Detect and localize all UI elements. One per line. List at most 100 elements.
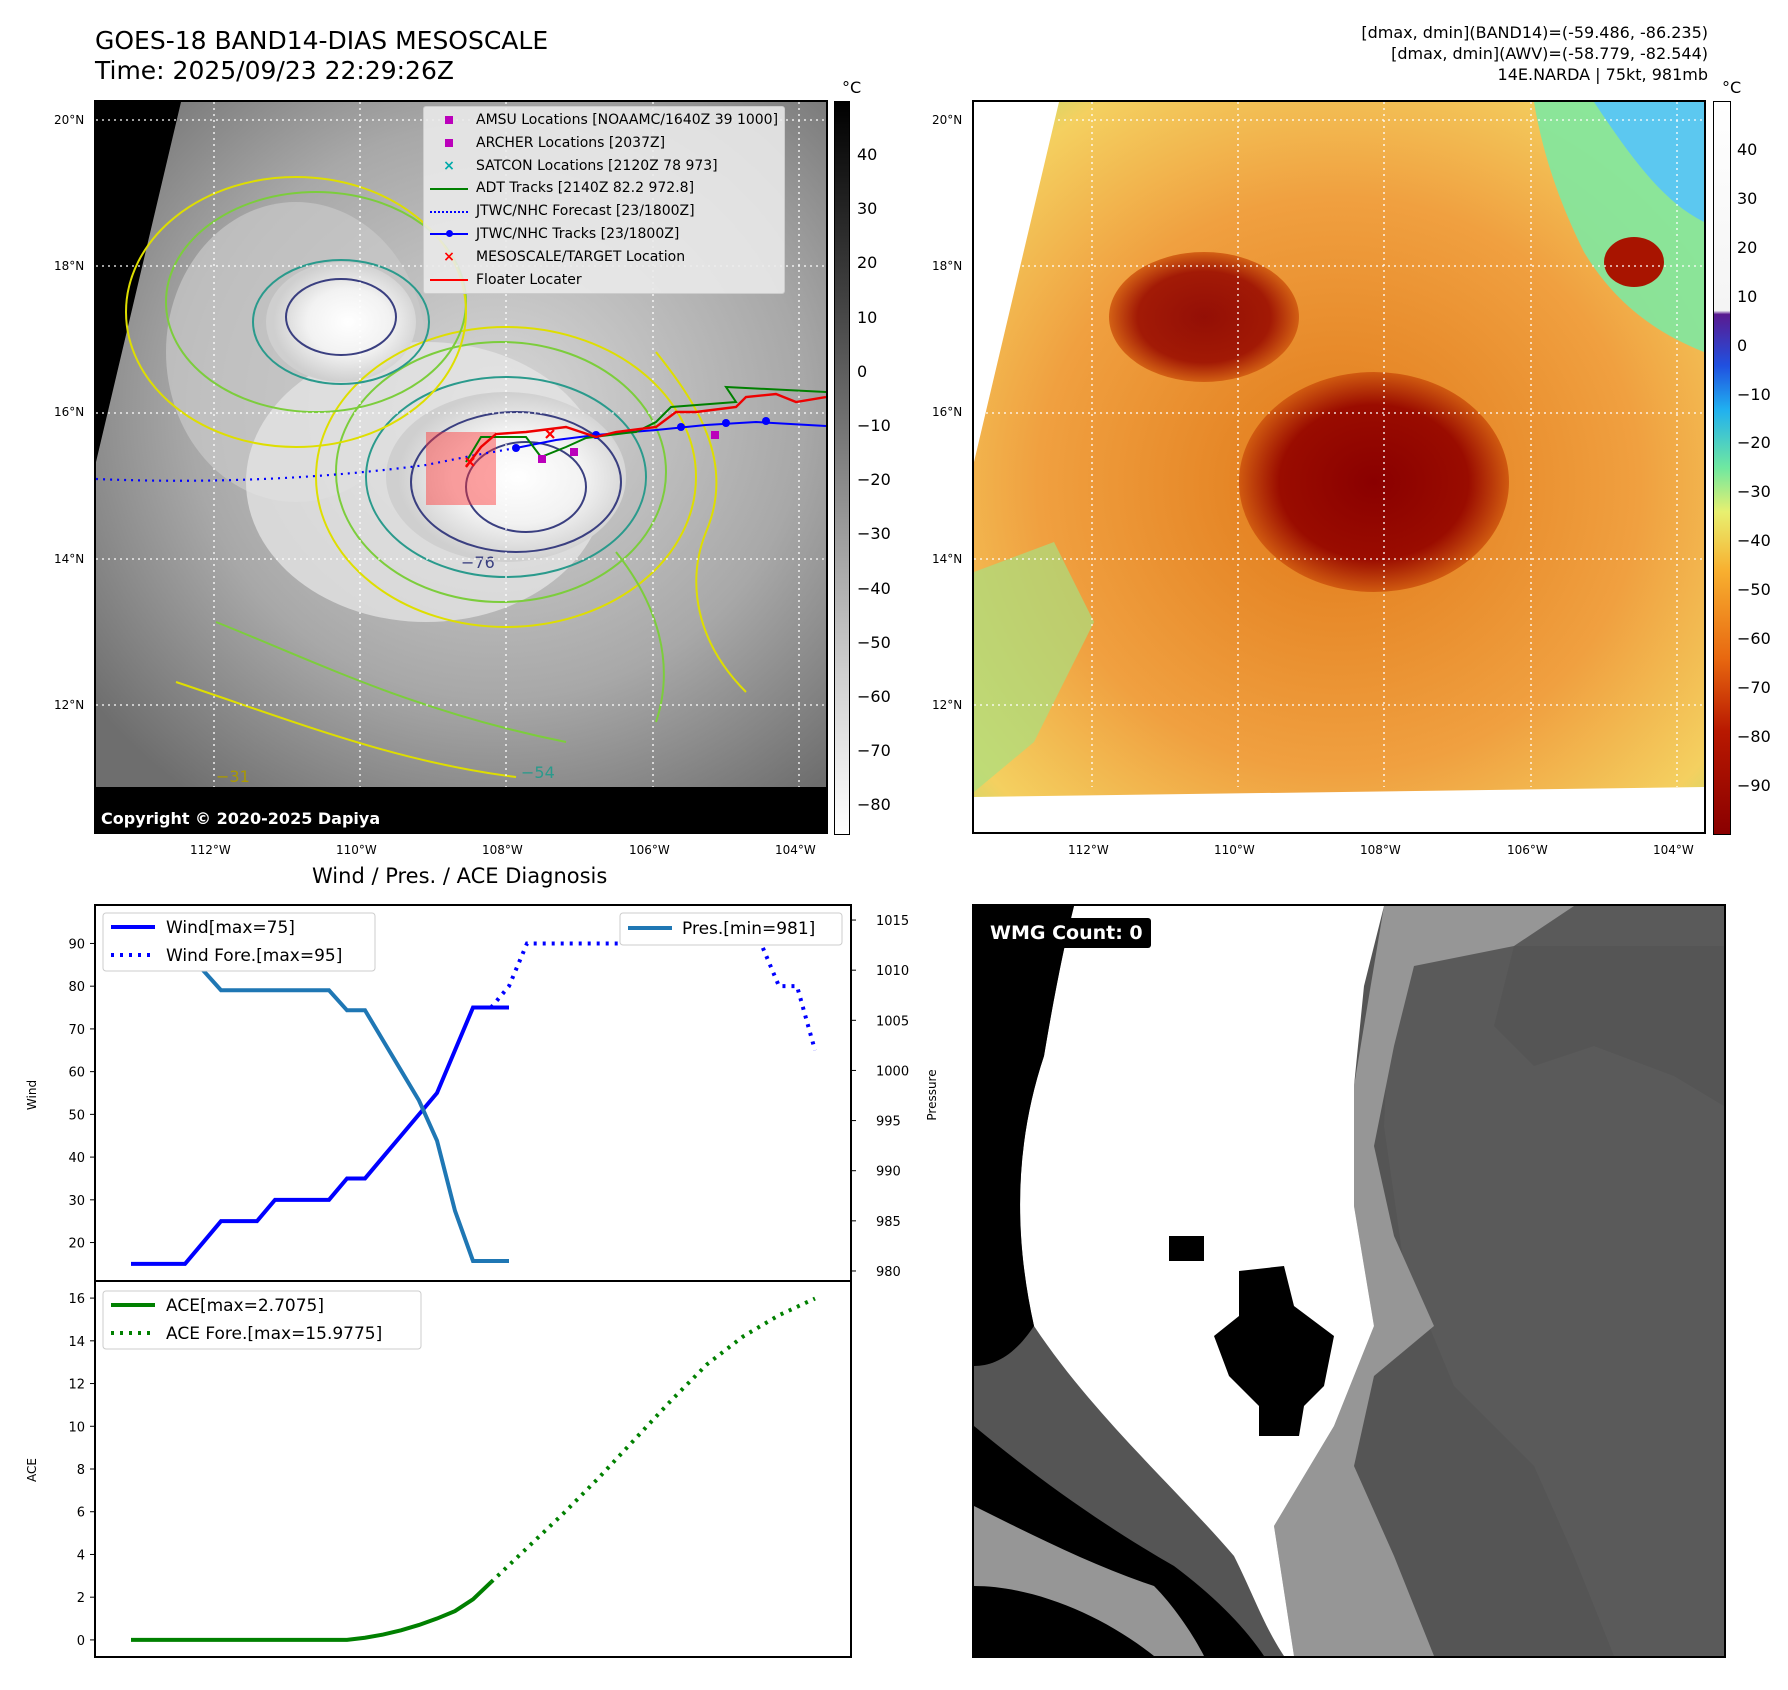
awv-lat-label: 12°N: [932, 698, 963, 712]
ace-y-tick-label: 2: [77, 1591, 85, 1606]
awv-colorbar-tick-label: 40: [1737, 140, 1758, 159]
awv-colorbar-tick-label: −10: [1737, 384, 1771, 404]
ir-lat-label: 12°N: [54, 698, 85, 712]
wind-fore-legend-label: Wind Fore.[max=95]: [166, 946, 342, 966]
ir-lat-label: 20°N: [54, 113, 85, 127]
dotted-line-icon: [430, 205, 468, 219]
ir-colorbar: [834, 101, 850, 835]
wind-y-tick-label: 60: [68, 1066, 85, 1081]
legend-mesoscale: × MESOSCALE/TARGET Location: [430, 246, 778, 269]
jtwc-forecast-track: [96, 446, 517, 482]
legend-jtwc-tracks: JTWC/NHC Tracks [23/1800Z]: [430, 223, 778, 246]
square-marker-icon: [430, 113, 468, 127]
awv-lon-label: 112°W: [1068, 843, 1109, 857]
x-marker-icon: ×: [443, 157, 455, 174]
awv-gridlines: [974, 102, 1704, 787]
legend-label: SATCON Locations [2120Z 78 973]: [476, 157, 718, 174]
ace-y-tick-label: 16: [68, 1292, 85, 1307]
contour-label-31: −31: [216, 767, 250, 786]
line-icon: [430, 273, 468, 287]
awv-lon-label: 106°W: [1507, 843, 1548, 857]
ace-y-tick-label: 4: [77, 1548, 85, 1563]
wind-y-tick-label: 80: [68, 980, 85, 995]
ace-legend-box: [102, 1290, 422, 1350]
pressure-y-tick-label: 1010: [876, 964, 909, 979]
ir-lat-label: 18°N: [54, 259, 85, 273]
wmg-white-region: [1020, 906, 1384, 1656]
wmg-map-svg: [974, 906, 1724, 1656]
awv-lat-label: 20°N: [932, 113, 963, 127]
awv-colorbar-tick-label: −50: [1737, 580, 1771, 600]
awv-colorbar-tick-label: −80: [1737, 726, 1771, 746]
x-marker-icon: ×: [443, 249, 455, 266]
ace-axis-label: ACE: [25, 1458, 39, 1482]
ir-colorbar-tick-label: 40: [857, 145, 878, 164]
ir-lat-label: 16°N: [54, 405, 85, 419]
legend-label: ARCHER Locations [2037Z]: [476, 134, 666, 151]
ir-lon-label: 110°W: [336, 843, 377, 857]
wind-legend-box: [102, 912, 376, 972]
ir-colorbar-tick-label: 0: [857, 361, 868, 381]
line-icon: [430, 182, 468, 196]
ace-y-tick-label: 8: [77, 1463, 85, 1478]
legend-satcon: × SATCON Locations [2120Z 78 973]: [430, 155, 778, 178]
contour-label-54: −54: [521, 763, 555, 782]
diagnosis-title: Wind / Pres. / ACE Diagnosis: [312, 864, 608, 888]
wmg-count-badge: WMG Count: 0: [982, 918, 1151, 948]
floater-locater-track: [465, 392, 826, 468]
pressure-legend-box: [619, 912, 843, 946]
wind-y-tick-label: 40: [68, 1151, 85, 1166]
ace-y-tick-label: 6: [77, 1506, 85, 1521]
awv-lon-label: 108°W: [1360, 843, 1401, 857]
awv-colorbar: [1713, 101, 1731, 835]
awv-colorbar-tick-label: 0: [1737, 335, 1748, 355]
jtwc-track: [515, 420, 826, 449]
square-marker-icon: [430, 136, 468, 150]
ir-gridlines: [96, 102, 826, 787]
ir-colorbar-tick-label: −30: [857, 524, 891, 544]
awv-colorbar-unit: °C: [1722, 78, 1742, 97]
wind-forecast-line: [489, 920, 817, 1051]
wmg-panel: [972, 904, 1726, 1658]
awv-colorbar-tick-label: −90: [1737, 775, 1771, 795]
ir-colorbar-tick-label: −10: [857, 416, 891, 435]
pressure-y-tick-label: 1015: [876, 914, 909, 929]
ir-lon-label: 112°W: [190, 843, 231, 857]
legend-jtwc-forecast: JTWC/NHC Forecast [23/1800Z]: [430, 200, 778, 223]
wind-axis-label: Wind: [25, 1080, 39, 1110]
legend-label: AMSU Locations [NOAAMC/1640Z 39 1000]: [476, 112, 779, 128]
ace-legend-label: ACE[max=2.7075]: [166, 1296, 324, 1316]
ace-y-tick-label: 0: [77, 1634, 85, 1649]
legend-adt: ADT Tracks [2140Z 82.2 972.8]: [430, 177, 778, 200]
pressure-y-tick-label: 985: [876, 1215, 901, 1230]
ir-colorbar-tick-label: 20: [857, 253, 878, 273]
info-storm: 14E.NARDA | 75kt, 981mb: [1497, 65, 1708, 84]
legend-label: JTWC/NHC Forecast [23/1800Z]: [476, 203, 695, 220]
ir-cold-cloud-north: [266, 262, 416, 382]
pressure-y-tick-label: 1005: [876, 1014, 909, 1029]
awv-colorbar-tick-label: 30: [1737, 188, 1758, 208]
wind-y-tick-label: 30: [68, 1194, 85, 1209]
ir-colorbar-tick-label: −80: [857, 795, 891, 815]
ir-colorbar-tick-label: 30: [857, 199, 878, 219]
ir-legend: AMSU Locations [NOAAMC/1640Z 39 1000] AR…: [423, 106, 786, 295]
pressure-legend-label: Pres.[min=981]: [682, 919, 815, 939]
ir-colorbar-tick-label: −60: [857, 687, 891, 706]
awv-lon-label: 104°W: [1653, 843, 1694, 857]
awv-map-panel: [972, 100, 1706, 834]
ir-lon-label: 106°W: [629, 843, 670, 857]
ir-colorbar-unit: °C: [842, 78, 862, 97]
title-line-2: Time: 2025/09/23 22:29:26Z: [95, 56, 454, 85]
awv-colorbar-tick-label: 20: [1737, 237, 1758, 257]
legend-label: JTWC/NHC Tracks [23/1800Z]: [476, 225, 680, 242]
pressure-y-tick-label: 995: [876, 1115, 901, 1130]
pressure-y-tick-label: 990: [876, 1165, 901, 1180]
contour-label-76: −76: [461, 553, 495, 572]
awv-colorbar-tick-label: −30: [1737, 482, 1771, 502]
pressure-y-tick-label: 1000: [876, 1064, 909, 1079]
ir-cold-cloud-core: [386, 392, 626, 562]
ir-map-panel: −76 −54 −31: [94, 100, 828, 834]
wmg-black-blob: [1214, 1266, 1334, 1436]
line-dot-icon: [430, 227, 468, 241]
awv-colorbar-tick-label: 10: [1737, 286, 1758, 306]
